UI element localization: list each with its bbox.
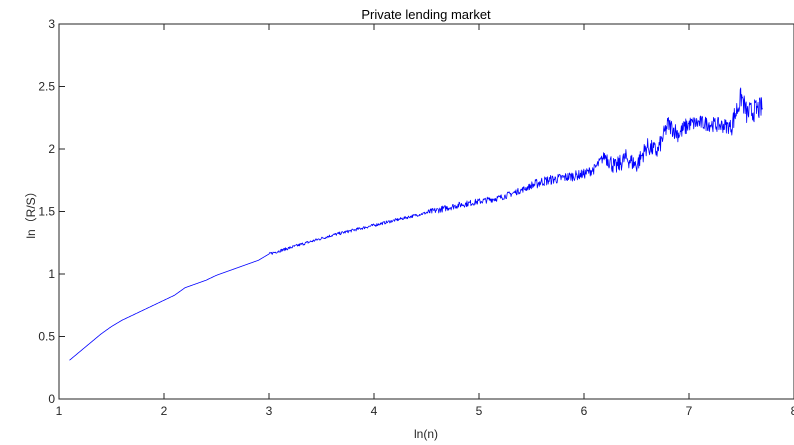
x-tick-label: 2 <box>161 404 168 418</box>
y-tick-label: 2 <box>48 142 55 156</box>
y-tick-label: 0.5 <box>38 330 55 344</box>
x-tick-label: 7 <box>686 404 693 418</box>
y-tick-label: 3 <box>48 17 55 31</box>
x-tick-label: 3 <box>266 404 273 418</box>
x-tick-label: 8 <box>791 404 794 418</box>
chart-title: Private lending market <box>361 7 491 22</box>
axis-ticks: 1 2 3 4 5 6 7 8 0 0.5 1 1.5 2 2.5 3 <box>38 17 794 418</box>
series-line <box>69 87 763 361</box>
y-tick-label: 2.5 <box>38 80 55 94</box>
y-tick-label: 0 <box>48 392 55 406</box>
plot-background <box>59 24 794 399</box>
y-tick-label: 1.5 <box>38 205 55 219</box>
y-tick-label: 1 <box>48 267 55 281</box>
y-axis-label: ln（R/S） <box>24 185 38 238</box>
x-tick-label: 4 <box>371 404 378 418</box>
x-tick-label: 5 <box>476 404 483 418</box>
x-tick-label: 1 <box>56 404 63 418</box>
x-tick-label: 6 <box>581 404 588 418</box>
x-axis-label: ln(n) <box>414 427 438 441</box>
plot-frame <box>58 23 794 400</box>
